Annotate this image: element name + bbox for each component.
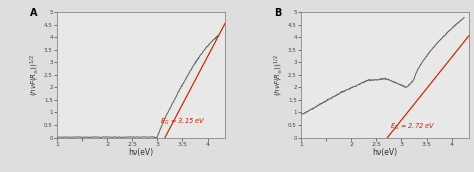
Text: $E_G$ = 3.15 eV: $E_G$ = 3.15 eV — [160, 117, 205, 127]
Text: B: B — [274, 8, 282, 18]
Text: A: A — [30, 8, 37, 18]
X-axis label: hν(eV): hν(eV) — [128, 148, 154, 157]
Y-axis label: $(h\nu F(R_\infty))^{1/2}$: $(h\nu F(R_\infty))^{1/2}$ — [273, 54, 285, 96]
Text: $E_G$ = 2.72 eV: $E_G$ = 2.72 eV — [391, 122, 436, 132]
Y-axis label: $(h\nu F(R_\infty))^{1/2}$: $(h\nu F(R_\infty))^{1/2}$ — [29, 54, 41, 96]
X-axis label: hν(eV): hν(eV) — [373, 148, 398, 157]
